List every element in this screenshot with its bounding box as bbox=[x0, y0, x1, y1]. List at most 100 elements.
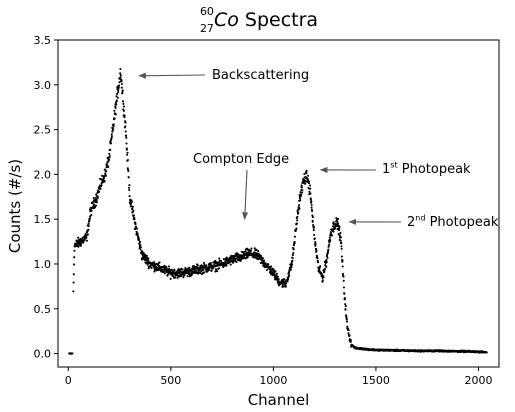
data-point bbox=[181, 268, 184, 271]
data-point bbox=[249, 249, 253, 252]
data-point bbox=[166, 273, 169, 276]
data-point bbox=[344, 303, 347, 306]
data-point bbox=[202, 268, 205, 272]
data-point bbox=[309, 187, 312, 190]
data-point bbox=[228, 261, 231, 264]
annotation-compton-edge: Compton Edge bbox=[193, 152, 290, 167]
data-point bbox=[203, 271, 206, 274]
data-point bbox=[145, 254, 148, 257]
data-point bbox=[304, 182, 307, 185]
data-point bbox=[174, 276, 177, 279]
data-points bbox=[68, 67, 488, 355]
data-point bbox=[318, 266, 321, 269]
data-point bbox=[94, 206, 97, 209]
data-point bbox=[314, 244, 317, 247]
data-point bbox=[340, 245, 343, 248]
data-point bbox=[342, 279, 345, 282]
data-point bbox=[87, 224, 90, 227]
data-point bbox=[317, 261, 320, 264]
data-point bbox=[131, 205, 134, 208]
data-point bbox=[311, 220, 314, 223]
data-point bbox=[119, 72, 122, 75]
data-point bbox=[291, 254, 294, 257]
data-point bbox=[289, 268, 292, 271]
data-point bbox=[306, 174, 310, 177]
data-point bbox=[99, 187, 102, 190]
data-point bbox=[88, 220, 91, 223]
data-point bbox=[115, 103, 118, 106]
data-point bbox=[82, 241, 85, 244]
data-point bbox=[275, 272, 278, 275]
data-point bbox=[127, 169, 130, 172]
data-point bbox=[184, 268, 187, 271]
data-point bbox=[334, 227, 337, 230]
data-point bbox=[309, 192, 312, 195]
y-tick-label: 2.0 bbox=[34, 168, 52, 181]
data-point bbox=[202, 261, 206, 264]
data-point bbox=[72, 273, 75, 276]
data-point bbox=[108, 158, 111, 161]
data-point bbox=[328, 243, 331, 246]
data-point bbox=[110, 135, 113, 138]
data-point bbox=[338, 225, 341, 228]
data-point bbox=[169, 270, 172, 273]
data-point bbox=[123, 116, 126, 119]
data-point bbox=[92, 196, 95, 200]
data-point bbox=[263, 259, 266, 262]
data-point bbox=[119, 67, 122, 71]
data-point bbox=[88, 217, 91, 220]
data-point bbox=[119, 74, 122, 77]
data-point bbox=[325, 265, 328, 268]
data-point bbox=[113, 109, 116, 112]
isotope-notation: 60 27 bbox=[197, 6, 214, 34]
data-point bbox=[116, 92, 119, 96]
data-point bbox=[77, 245, 80, 248]
data-point bbox=[332, 222, 335, 225]
data-point bbox=[293, 235, 296, 238]
data-point bbox=[97, 190, 101, 194]
data-point bbox=[342, 286, 345, 289]
data-point bbox=[73, 256, 76, 259]
data-point bbox=[340, 247, 343, 250]
x-tick-label: 2000 bbox=[464, 374, 492, 387]
data-point bbox=[94, 204, 97, 207]
data-point bbox=[339, 231, 342, 234]
data-point bbox=[296, 215, 299, 218]
data-point bbox=[112, 123, 115, 126]
x-tick-label: 1000 bbox=[259, 374, 287, 387]
data-point bbox=[186, 275, 189, 278]
data-point bbox=[282, 285, 286, 288]
data-point bbox=[86, 233, 89, 236]
data-point bbox=[301, 189, 304, 192]
data-point bbox=[169, 277, 172, 280]
data-point bbox=[165, 266, 168, 269]
data-point bbox=[255, 248, 258, 251]
data-point bbox=[311, 209, 314, 213]
data-point bbox=[312, 226, 316, 229]
data-point bbox=[137, 238, 141, 241]
data-point bbox=[121, 89, 124, 92]
data-point bbox=[314, 241, 317, 244]
data-point bbox=[341, 272, 344, 275]
data-point bbox=[313, 233, 316, 236]
data-point bbox=[157, 269, 160, 272]
data-point bbox=[85, 239, 88, 242]
data-point bbox=[342, 275, 345, 278]
data-point bbox=[120, 86, 123, 89]
data-point bbox=[347, 332, 350, 335]
data-point bbox=[341, 265, 344, 268]
data-point bbox=[90, 214, 93, 217]
data-point bbox=[136, 232, 139, 235]
data-point bbox=[297, 211, 300, 214]
data-point bbox=[300, 194, 303, 197]
data-point bbox=[146, 263, 149, 266]
data-point bbox=[118, 84, 121, 87]
data-point bbox=[122, 109, 125, 112]
data-point bbox=[188, 266, 191, 269]
data-point bbox=[235, 261, 238, 264]
data-point bbox=[121, 91, 124, 94]
data-point bbox=[106, 164, 109, 167]
x-tick-label: 0 bbox=[65, 374, 72, 387]
data-point bbox=[119, 76, 122, 79]
data-point bbox=[309, 184, 312, 187]
